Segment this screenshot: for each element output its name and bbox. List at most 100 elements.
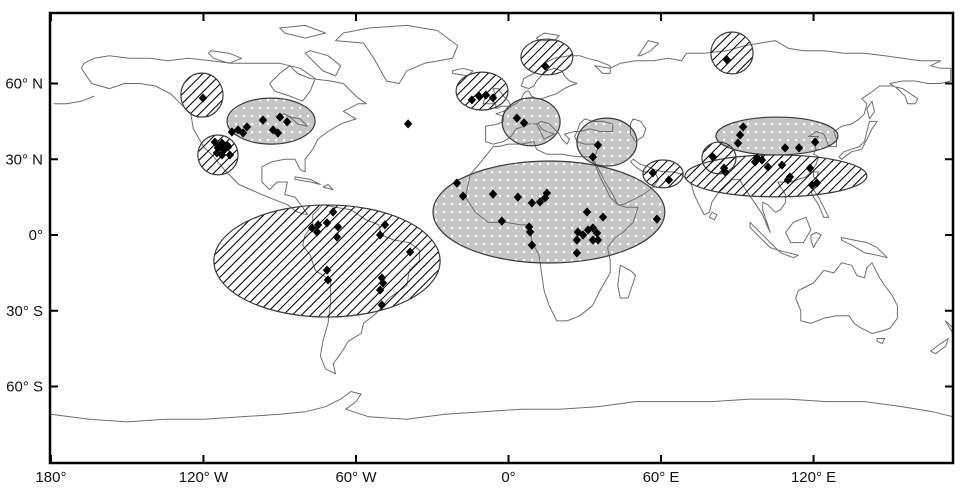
- sample-point-diamond: [540, 61, 550, 71]
- sample-point-diamond: [582, 207, 592, 217]
- coast-sumatra: [749, 221, 779, 251]
- sample-point-diamond: [312, 227, 322, 237]
- sample-point-diamond: [592, 228, 602, 238]
- sample-point-diamond: [323, 275, 333, 285]
- sample-point-diamond: [794, 143, 804, 153]
- coast-ellesmere-island: [279, 24, 326, 39]
- sample-point-diamond: [223, 142, 233, 152]
- axis-ticks: [49, 13, 953, 463]
- x-tick-label: 180°: [35, 469, 66, 486]
- coast-sulawesi: [810, 232, 822, 249]
- sample-point-diamond: [735, 130, 745, 140]
- sample-point-diamond: [452, 178, 462, 188]
- coast-antarctica: [50, 391, 953, 423]
- sample-point-diamond: [405, 247, 415, 257]
- sample-point-diamond: [708, 152, 718, 162]
- sample-point-diamond: [242, 122, 252, 132]
- sample-point-diamond: [275, 112, 285, 122]
- coast-greenland: [335, 24, 459, 84]
- sample-point-diamond: [598, 212, 608, 222]
- region-outlines: [180, 31, 868, 318]
- sample-point-diamond: [213, 143, 223, 153]
- region-outline-scandinavia: [520, 38, 574, 76]
- y-tick-label: 0°: [29, 227, 43, 244]
- region-outline-british-isles: [455, 71, 509, 111]
- x-tick-label: 60° W: [335, 469, 377, 486]
- y-tick-label: 30° S: [6, 303, 43, 320]
- region-outline-pacific-northwest: [180, 72, 224, 118]
- coast-great-lakes: [274, 113, 309, 127]
- sample-point-diamond: [217, 138, 227, 148]
- region-southern-china: [684, 154, 867, 197]
- sample-point-diamond: [583, 225, 593, 235]
- region-outline-southwest-usa: [197, 134, 239, 176]
- coast-sakhalin: [866, 100, 875, 120]
- sample-point-diamond: [720, 167, 730, 177]
- coast-java: [777, 249, 799, 259]
- sample-point-diamond: [377, 300, 387, 310]
- sample-point-diamond: [810, 137, 820, 147]
- coast-madagascar: [617, 264, 637, 299]
- sample-point-diamond: [322, 265, 332, 275]
- sample-point-diamond: [805, 163, 815, 173]
- sample-point-diamond: [540, 193, 550, 203]
- region-northern-russia: [710, 31, 754, 74]
- coast-victoria-island: [208, 50, 243, 64]
- region-south-america: [213, 204, 441, 318]
- axis-labels: 180° 120° W 60° W 0° 60° E 120° E 60° N 30° N 0°…: [5, 76, 836, 487]
- coast-iceland: [452, 67, 474, 77]
- sample-point-diamond: [458, 191, 468, 201]
- x-tick-label: 60° E: [643, 469, 680, 486]
- sample-point-diamond: [752, 153, 762, 163]
- region-central-north-america: [227, 98, 316, 145]
- sample-point-diamond: [322, 218, 332, 228]
- sample-point-diamond: [572, 248, 582, 258]
- sample-point-diamond: [578, 230, 588, 240]
- sample-points: [198, 55, 822, 310]
- region-southern-europe: [502, 97, 561, 146]
- sample-point-diamond: [733, 138, 743, 148]
- sample-point-diamond: [527, 198, 537, 208]
- sample-point-diamond: [719, 163, 729, 173]
- sample-point-diamond: [777, 160, 787, 170]
- region-outline-southern-china: [684, 154, 868, 198]
- sample-point-diamond: [525, 227, 535, 237]
- sample-point-diamond: [648, 168, 658, 178]
- sample-point-diamond: [238, 128, 248, 138]
- sample-point-diamond: [377, 273, 387, 283]
- sample-point-diamond: [750, 157, 760, 167]
- sample-point-diamond: [378, 278, 388, 288]
- x-tick-label: 0°: [501, 469, 515, 486]
- sample-point-diamond: [282, 117, 292, 127]
- sample-point-diamond: [527, 240, 537, 250]
- sample-point-diamond: [375, 285, 385, 295]
- sample-point-diamond: [380, 220, 390, 230]
- sample-point-diamond: [807, 180, 817, 190]
- region-outline-black-sea-caucasus: [576, 117, 638, 167]
- coast-hispaniola: [322, 184, 334, 191]
- coast-new-guinea: [841, 237, 888, 259]
- coast-new-zealand-south: [930, 338, 949, 355]
- region-arabian-sea: [642, 160, 684, 188]
- coast-novaya-zemlya: [637, 40, 659, 57]
- sample-point-diamond: [273, 128, 283, 138]
- sample-point-diamond: [258, 115, 268, 125]
- sample-point-diamond: [588, 152, 598, 162]
- sample-point-diamond: [225, 150, 235, 160]
- sample-point-diamond: [217, 150, 227, 160]
- coast-borneo: [785, 216, 812, 244]
- sample-point-diamond: [328, 207, 338, 217]
- sample-point-diamond: [333, 222, 343, 232]
- coast-tasmania: [876, 338, 886, 345]
- sample-point-diamond: [488, 93, 498, 103]
- sample-point-diamond: [332, 232, 342, 242]
- region-outline-africa: [432, 160, 666, 264]
- sample-point-diamond: [588, 223, 598, 233]
- coast-sri-lanka: [708, 211, 718, 221]
- y-tick-label: 60° N: [5, 76, 43, 93]
- sample-point-diamond: [513, 192, 523, 202]
- sample-point-diamond: [542, 188, 552, 198]
- sample-point-diamond: [307, 223, 317, 233]
- sample-point-diamond: [783, 175, 793, 185]
